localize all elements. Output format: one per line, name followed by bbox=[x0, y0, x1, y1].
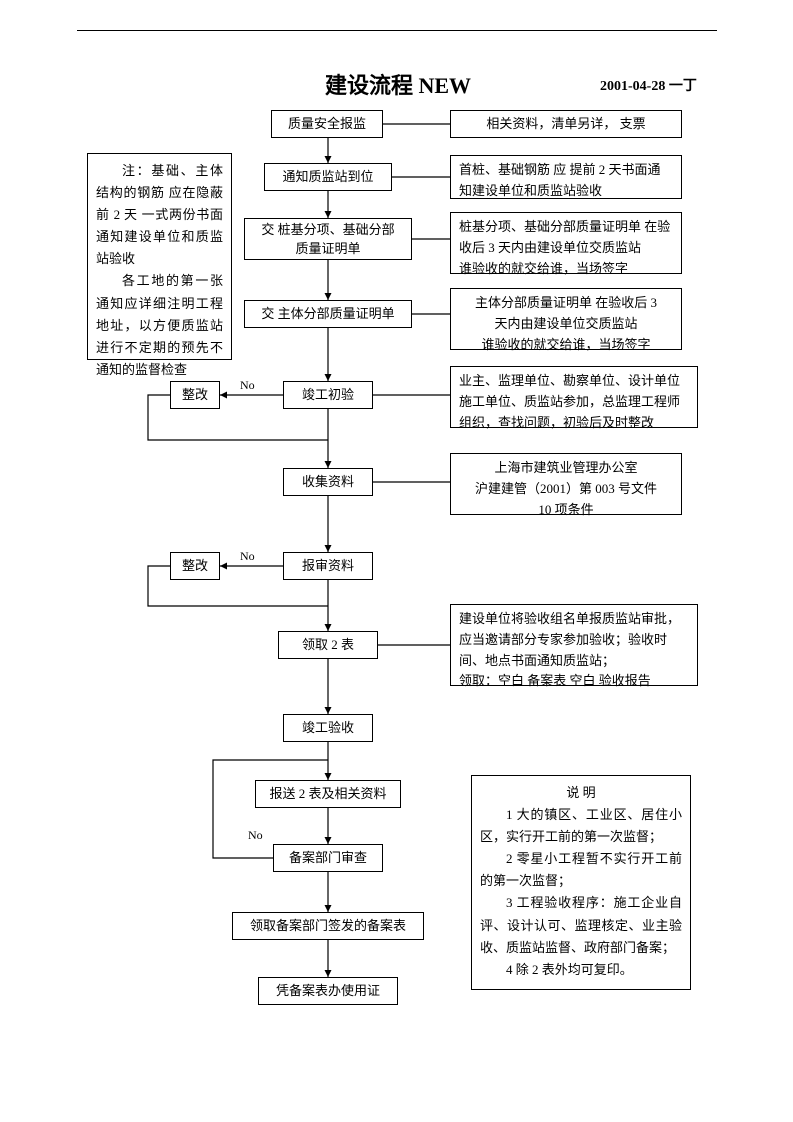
side-pile-cert: 桩基分项、基础分部质量证明单 在验收后 3 天内由建设单位交质监站 谁验收的就交… bbox=[450, 212, 682, 274]
node-collect-docs: 收集资料 bbox=[283, 468, 373, 496]
side-shanghai-doc: 上海市建筑业管理办公室 沪建建管（2001）第 003 号文件 10 项条件 bbox=[450, 453, 682, 515]
node-rectify-1: 整改 bbox=[170, 381, 220, 409]
node-use-permit: 凭备案表办使用证 bbox=[258, 977, 398, 1005]
side-submit-list: 建设单位将验收组名单报质监站审批，应当邀请部分专家参加验收；验收时间、地点书面通… bbox=[450, 604, 698, 686]
page-date: 2001-04-28 一丁 bbox=[600, 75, 697, 95]
node-initial-inspect: 竣工初验 bbox=[283, 381, 373, 409]
node-submit-review: 报审资料 bbox=[283, 552, 373, 580]
note-right-p2: 2 零星小工程暂不实行开工前的第一次监督； bbox=[480, 848, 682, 892]
note-right-title: 说 明 bbox=[480, 782, 682, 804]
node-notify-station: 通知质监站到位 bbox=[264, 163, 392, 191]
label-no-2: No bbox=[240, 549, 255, 564]
node-get-filing-cert: 领取备案部门签发的备案表 bbox=[232, 912, 424, 940]
note-right-p1: 1 大的镇区、工业区、居住小区，实行开工前的第一次监督； bbox=[480, 804, 682, 848]
label-no-3: No bbox=[248, 828, 263, 843]
node-filing-review: 备案部门审查 bbox=[273, 844, 383, 872]
page-title: 建设流程 NEW bbox=[325, 68, 471, 100]
node-final-inspect: 竣工验收 bbox=[283, 714, 373, 742]
note-right-p3: 3 工程验收程序：施工企业自评、设计认可、监理核定、业主验收、质监站监督、政府部… bbox=[480, 892, 682, 958]
node-pile-cert: 交 桩基分项、基础分部 质量证明单 bbox=[244, 218, 412, 260]
note-right: 说 明 1 大的镇区、工业区、居住小区，实行开工前的第一次监督； 2 零星小工程… bbox=[471, 775, 691, 990]
node-main-cert: 交 主体分部质量证明单 bbox=[244, 300, 412, 328]
note-left-p1: 注：基础、主体结构的钢筋 应在隐蔽前 2 天 一式两份书面通知建设单位和质监站验… bbox=[96, 160, 223, 270]
node-submit-forms: 报送 2 表及相关资料 bbox=[255, 780, 401, 808]
side-owner-supervise: 业主、监理单位、勘察单位、设计单位施工单位、质监站参加，总监理工程师组织，查找问… bbox=[450, 366, 698, 428]
note-left-p2: 各工地的第一张通知应详细注明工程地址，以方便质监站进行不定期的预先不通知的监督检… bbox=[96, 270, 223, 380]
node-quality-report: 质量安全报监 bbox=[271, 110, 383, 138]
side-main-cert: 主体分部质量证明单 在验收后 3 天内由建设单位交质监站 谁验收的就交给谁，当场… bbox=[450, 288, 682, 350]
side-first-pile: 首桩、基础钢筋 应 提前 2 天书面通知建设单位和质监站验收 bbox=[450, 155, 682, 199]
note-right-p4: 4 除 2 表外均可复印。 bbox=[480, 959, 682, 981]
node-rectify-2: 整改 bbox=[170, 552, 220, 580]
top-rule bbox=[77, 30, 717, 31]
side-docs-cheque: 相关资料，清单另详， 支票 bbox=[450, 110, 682, 138]
note-left: 注：基础、主体结构的钢筋 应在隐蔽前 2 天 一式两份书面通知建设单位和质监站验… bbox=[87, 153, 232, 360]
page: 建设流程 NEW 2001-04-28 一丁 注：基础、主体结构的钢筋 应在隐蔽… bbox=[0, 0, 793, 1122]
label-no-1: No bbox=[240, 378, 255, 393]
node-get-forms: 领取 2 表 bbox=[278, 631, 378, 659]
